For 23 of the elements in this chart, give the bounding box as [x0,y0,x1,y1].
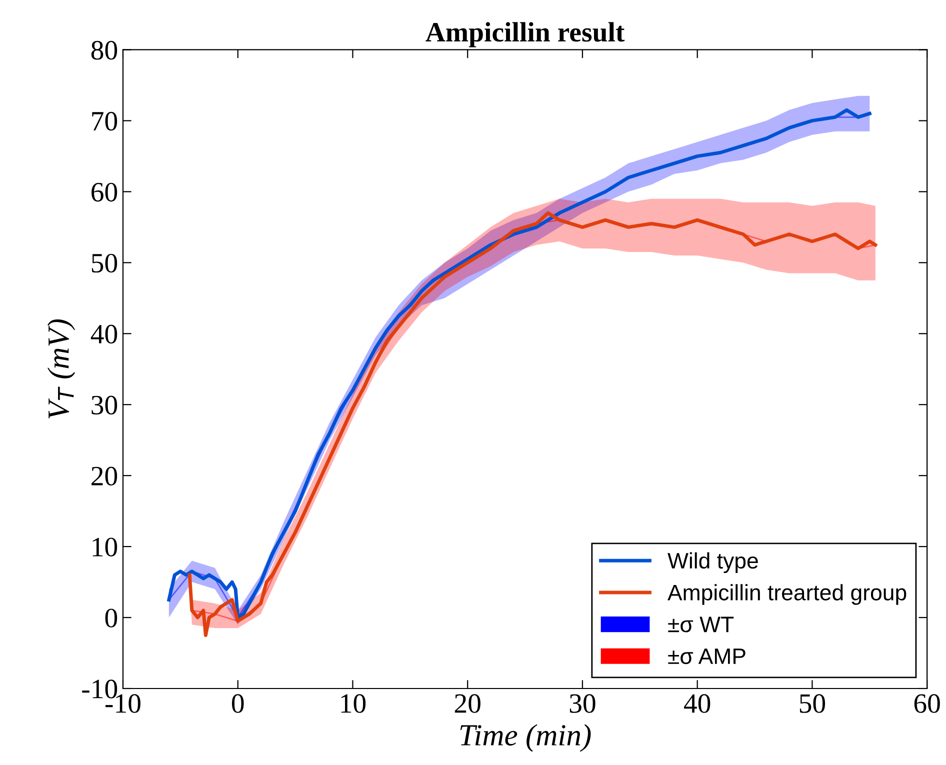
legend-label: Wild type [668,552,758,574]
y-axis-title: V$_{T}$ (mV) [47,319,76,418]
x-tick-label: 20 [454,694,480,713]
x-tick-label: 40 [684,694,710,713]
x-tick-label: 0 [232,694,244,713]
chart-title: Ampicillin result [426,22,625,48]
legend-label: ±σ AMP [668,648,746,664]
y-tick-label: 50 [92,254,118,273]
x-axis-title: Time (min) [460,724,591,752]
y-tick-label: 40 [90,324,118,344]
y-tick-label: 60 [92,182,118,202]
y-tick-label: 70 [92,112,118,131]
y-tick-label: 20 [92,466,118,486]
y-tick-label: 10 [92,538,118,556]
y-tick-label: 80 [91,40,118,60]
x-tick-label: 60 [914,694,940,713]
y-tick-label: 30 [92,396,118,415]
x-tick-label: 10 [341,694,366,713]
x-tick-label: 50 [800,694,826,713]
legend-label: ±σ WT [668,616,734,632]
x-tick-label: 30 [570,694,596,713]
legend-label: Ampicillin trearted group [668,584,906,605]
y-tick-label: 0 [105,608,118,628]
